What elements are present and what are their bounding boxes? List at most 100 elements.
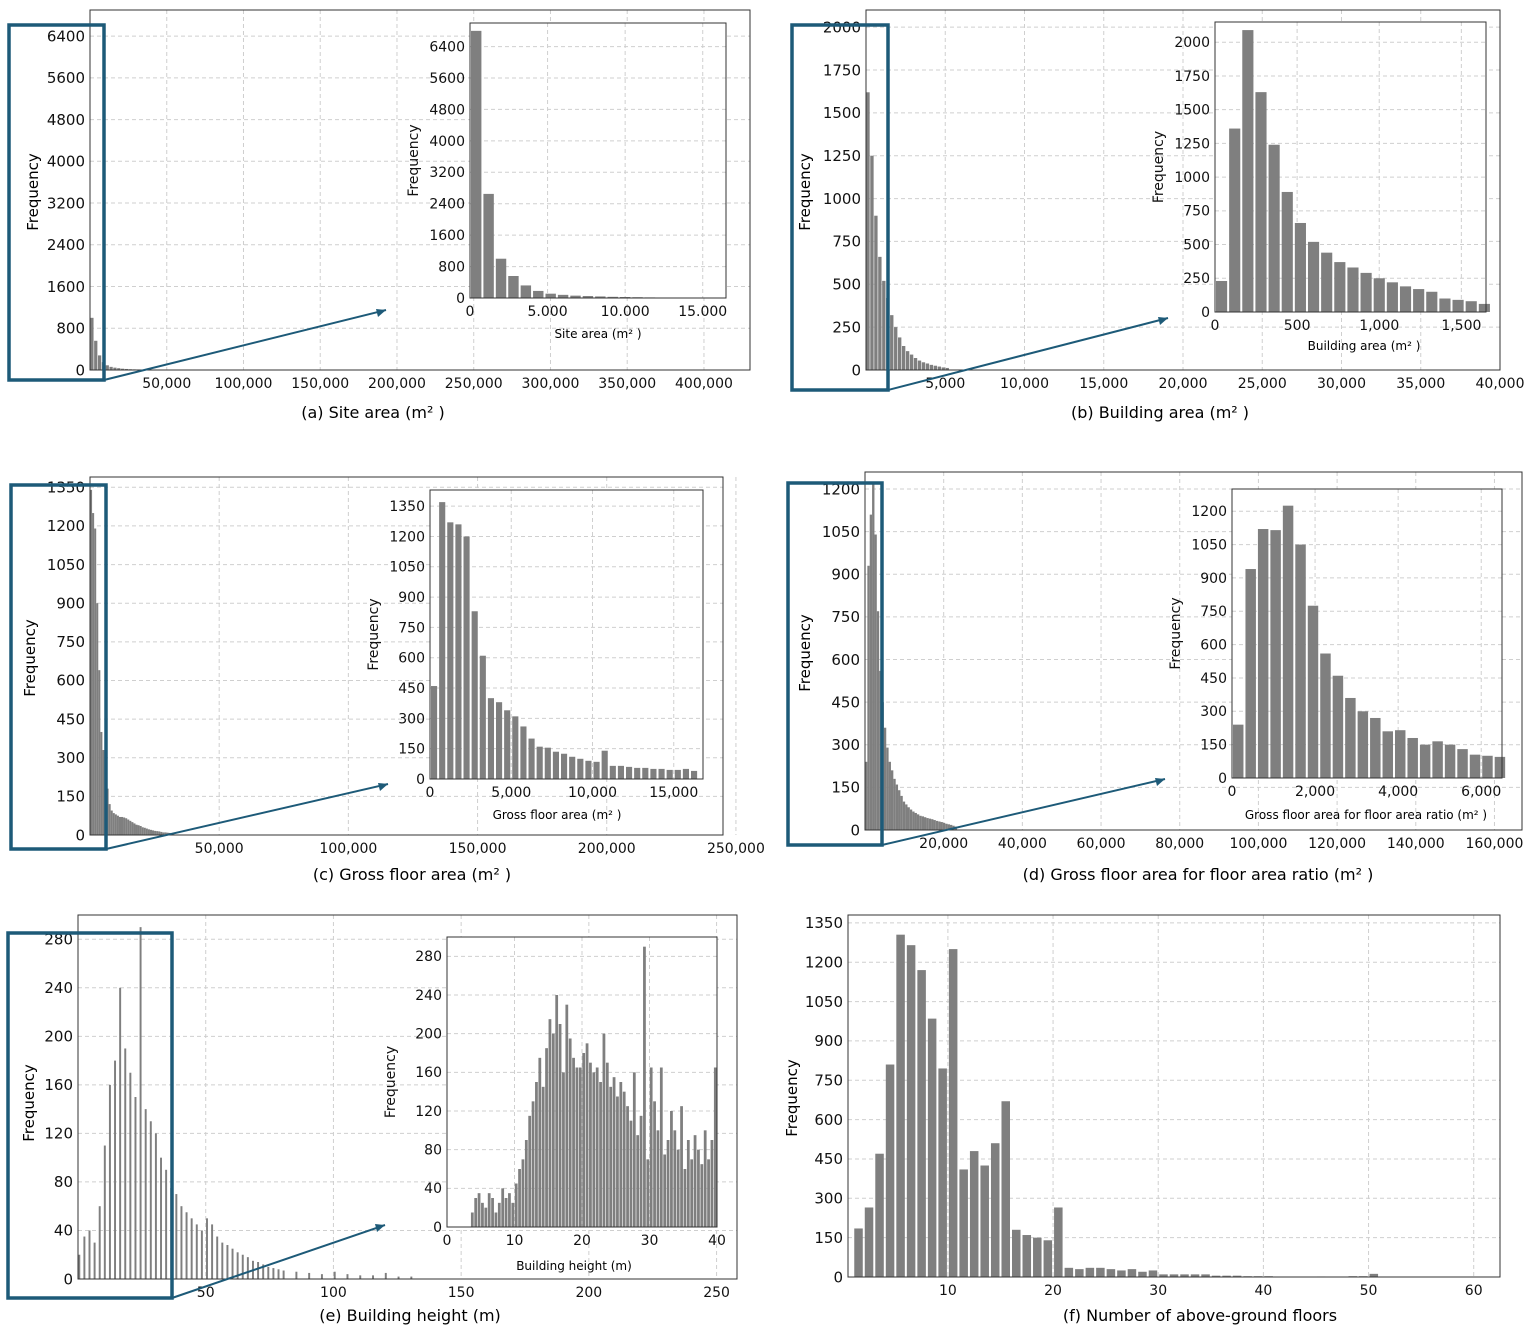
panel-d-main-bar [905, 804, 908, 830]
panel-e-inset-bar [666, 1140, 670, 1227]
panel-c-inset-ytick-label: 600 [398, 651, 425, 667]
panel-d-main-xtick-label: 80,000 [1155, 836, 1204, 852]
panel-b-inset-bar [1321, 252, 1333, 312]
panel-a-inset-xtick-label: 0 [466, 304, 475, 320]
panel-b-inset-xtick-label: 500 [1284, 318, 1311, 334]
panel-e-inset-bar [639, 1115, 643, 1227]
panel-c-main-bar [110, 810, 113, 835]
panel-d: 20,000 40,000 60,000 80,000 100,000 120,000 14… [786, 471, 1523, 884]
panel-f-main-ytick-label: 750 [814, 1072, 843, 1090]
panel-e-inset-ytick-label: 200 [415, 1027, 442, 1043]
panel-d-main-bar [935, 820, 939, 830]
panel-c-main-bar [114, 814, 117, 835]
panel-c-main-bar [127, 819, 130, 835]
panel-f-main-xtick-label: 20 [1044, 1283, 1062, 1299]
panel-d-main-bar [940, 822, 943, 830]
panel-a-inset-ytick-label: 4000 [429, 134, 465, 150]
panel-e-inset-xtick-label: 40 [708, 1233, 726, 1249]
panel-d-main-xtick-label: 100,000 [1229, 836, 1287, 852]
panel-f-caption: (f) Number of above-ground floors [1063, 1306, 1337, 1325]
panel-c-main-ytick-label: 0 [75, 826, 85, 844]
panel-e-inset-plot: 0 10 20 30 40 0 40 80 120 160 200 240 280 Frequency [383, 936, 726, 1249]
panel-a-main-xtick-label: 200,000 [368, 376, 426, 392]
panel-f-main-plot: 10 20 30 40 50 600150300450600750900105012001… [805, 914, 1501, 1299]
panel-c-inset-xlabel: Gross floor area (m² ) [493, 808, 622, 822]
panel-d-inset-ytick-label: 450 [1200, 671, 1227, 687]
panel-d-inset-xtick-label: 0 [1228, 784, 1237, 800]
panel-a-inset-bar [595, 296, 606, 298]
panel-e-inset-bar [636, 1135, 640, 1227]
panel-c-main-bar [149, 829, 153, 835]
panel-f-main-ytick-label: 900 [814, 1032, 843, 1050]
panel-a-inset-plot: 0 5.000 10.000 15.000 0 800 1600 2400 3200 4000 48… [406, 22, 727, 320]
panel-c-zoom-arrow [105, 783, 389, 850]
panel-e-main-bar [195, 1224, 198, 1279]
panel-d-highlight-box [786, 481, 884, 847]
panel-f-main-bar [1211, 1275, 1221, 1277]
panel-b-inset-bar [1439, 298, 1451, 312]
panel-f-main-bar [1180, 1274, 1189, 1277]
panel-d-inset-ytick-label: 750 [1200, 604, 1227, 620]
panel-e-inset-bar [683, 1169, 687, 1227]
panel-e-main-bar [410, 1276, 413, 1279]
panel-f-main-bar [990, 1143, 1000, 1277]
panel-b-main-bar [921, 362, 926, 370]
panel-c-inset-ytick-label: 0 [416, 772, 425, 788]
panel-b-inset-bar [1347, 267, 1359, 312]
panel-c-inset-bar [487, 698, 494, 779]
panel-c-inset-bar [512, 716, 519, 779]
panel-c-main-xtick-label: 50,000 [195, 841, 244, 857]
panel-d-main-bar [938, 821, 941, 830]
panel-e-inset-bar [504, 1198, 508, 1227]
panel-f-main-bar [1012, 1229, 1021, 1277]
panel-c-main-bar [141, 827, 144, 835]
panel-e-main-bar [346, 1274, 349, 1279]
panel-f-main-bar [896, 934, 905, 1277]
panel-e-main-xtick-label: 200 [575, 1285, 602, 1301]
panel-d-inset-bar [1307, 605, 1319, 778]
panel-e-inset-bar [690, 1159, 694, 1227]
panel-b-main-ytick-label: 1250 [823, 147, 861, 165]
panel-c-inset-ytick-label: 900 [398, 590, 425, 606]
panel-a-main-ytick-label: 3200 [47, 194, 85, 212]
panel-d-main-ytick-label: 0 [850, 821, 860, 839]
panel-d-main-ytick-label: 900 [831, 566, 860, 584]
panel-a-main-frame [89, 9, 751, 371]
panel-d-main-bar [898, 790, 901, 830]
panel-f-main-ytick-label: 0 [833, 1268, 843, 1286]
panel-e-main-bar [175, 1194, 178, 1279]
panel-b-inset-xtick-label: 1,000 [1359, 318, 1399, 334]
panel-b-main-bar [945, 367, 949, 370]
panel-d-inset-ytick-label: 150 [1200, 738, 1227, 754]
panel-a-main-bar [109, 366, 113, 370]
panel-c-caption: (c) Gross floor area (m² ) [313, 865, 511, 884]
panel-c-inset-bar [431, 686, 438, 779]
panel-d-main-xtick-label: 120,000 [1308, 836, 1366, 852]
panel-d-main-bar [919, 815, 922, 830]
panel-e-main-bar [384, 1272, 387, 1279]
panel-e-highlight-box [6, 931, 174, 1300]
panel-e-main-bar [119, 987, 122, 1279]
panel-d-main-xtick-label: 40,000 [998, 836, 1047, 852]
panel-e-main-ytick-label: 40 [54, 1222, 73, 1240]
panel-d-main-xtick-label: 60,000 [1077, 836, 1126, 852]
panel-d-main-bar [916, 814, 920, 830]
panel-e-inset-bar [589, 1062, 592, 1227]
panel-e-inset-bar [693, 1135, 697, 1227]
panel-c-main-xtick-label: 200,000 [578, 841, 636, 857]
panel-e-inset-bar [474, 1198, 478, 1227]
panel-c-inset-ytick-label: 1350 [389, 499, 425, 515]
panel-d-main-bar [909, 809, 913, 830]
panel-d-main-bar [872, 483, 875, 830]
panel-c-main-bar [98, 670, 101, 835]
panel-c-inset-bar [617, 765, 624, 779]
panel-e-inset-bar [501, 1188, 505, 1227]
panel-c-inset-bar [585, 760, 592, 779]
panel-d-inset-bar [1419, 744, 1431, 778]
panel-e-inset-bar [487, 1193, 491, 1227]
panel-f-main-bar [1201, 1274, 1210, 1277]
panel-e-inset-bar [686, 1140, 690, 1227]
panel-c-main-ytick-label: 450 [56, 710, 85, 728]
panel-f-main-ytick-label: 150 [814, 1229, 843, 1247]
panel-e-main-ytick-label: 200 [44, 1028, 73, 1046]
